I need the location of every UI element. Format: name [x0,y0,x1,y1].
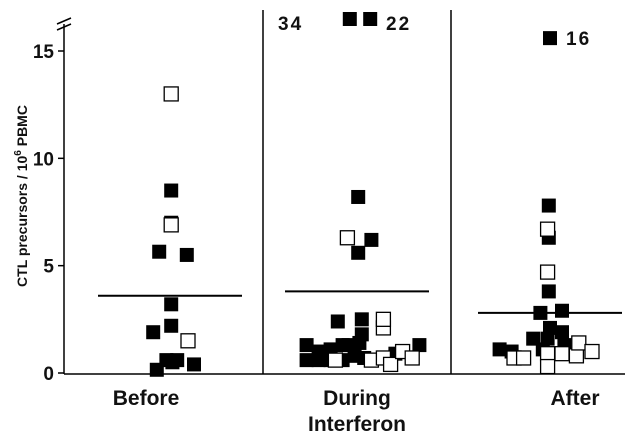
filled-marker [164,297,179,312]
filled-marker [164,183,179,198]
open-marker [163,86,179,102]
open-marker [584,343,600,360]
open-marker [539,358,556,375]
open-marker [539,346,556,362]
open-marker [568,348,585,364]
y-tick-label: 5 [43,257,54,278]
filled-marker [299,353,314,368]
means [98,290,622,314]
filled-marker [159,353,174,368]
y-tick-label: 0 [43,364,54,385]
axis-break-mark-2 [56,23,72,31]
filled-marker [351,189,366,204]
filled-marker [330,314,345,329]
filled-marker [179,247,194,262]
filled-marker [170,353,185,368]
group-label-interferon: Interferon [308,413,406,435]
filled-marker [146,325,161,340]
group-label-before: Before [113,387,180,410]
axis-break-mark-1 [56,17,72,25]
open-marker [327,352,344,368]
filled-marker [187,357,201,372]
offscale-label: 34 [278,14,303,35]
y-axis-label: CTL precursors / 106 PBMC [13,105,30,287]
open-marker [163,217,179,233]
filled-marker [555,303,569,318]
open-marker [375,311,392,327]
filled-marker [164,318,179,333]
filled-marker [351,245,366,260]
filled-marker [311,344,326,359]
filled-marker [354,312,369,327]
open-marker [571,335,587,351]
open-marker [404,350,420,366]
y-ticks: 0 5 10 15 [33,42,64,385]
open-marker [539,221,556,237]
offscale-marker [363,12,378,26]
y-axis-label-main: CTL precursors / 10 [14,156,30,287]
open-marker [382,356,399,373]
y-tick-label: 15 [33,42,55,63]
open-marker [339,230,356,246]
open-marker [515,350,532,366]
filled-marker [543,31,557,46]
filled-marker [412,338,427,353]
offscale-label: 22 [386,14,411,35]
filled-marker [540,331,555,346]
filled-marker [543,320,557,335]
offscale-marker [342,12,357,26]
filled-marker [555,325,569,340]
group-label-during: During [323,387,391,410]
filled-marker [152,244,167,259]
filled-marker [299,338,314,353]
open-marker [554,346,570,362]
y-axis-label-suffix: PBMC [14,105,30,150]
point-annotation: 16 [566,29,591,50]
filled-marker [541,198,556,213]
filled-marker [541,284,556,299]
open-marker [180,333,196,349]
filled-marker [492,342,507,357]
filled-marker [526,331,541,346]
filled-marker [364,232,379,247]
y-tick-label: 10 [33,149,54,170]
open-marker [539,264,556,280]
filled-marker [533,305,548,320]
annotations: 34 22 16 [278,14,591,50]
y-axis-label-sup: 6 [13,150,24,156]
markers [146,12,600,377]
group-label-after: After [550,387,599,410]
filled-marker [341,338,356,353]
filled-marker [354,327,369,342]
